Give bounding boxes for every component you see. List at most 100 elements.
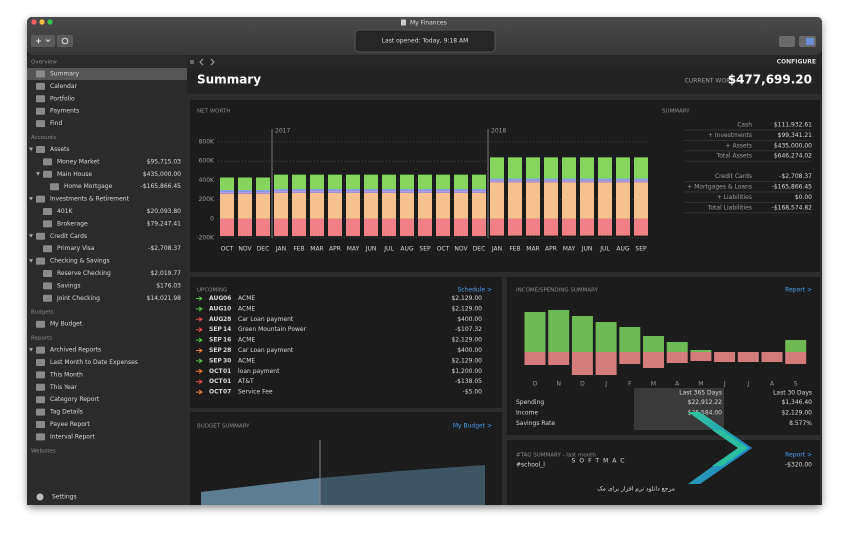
refresh-button[interactable]	[57, 35, 73, 47]
bar-segment	[643, 336, 664, 352]
value-365: $22,912.22	[688, 399, 723, 406]
sidebar-item[interactable]: Portfolio	[50, 95, 75, 102]
sidebar-item[interactable]: Summary	[50, 71, 79, 78]
bar-segment	[580, 157, 594, 179]
bar-segment	[562, 218, 576, 236]
sidebar-item[interactable]: Assets	[50, 146, 70, 153]
disclosure-triangle[interactable]	[29, 147, 33, 152]
bar-segment	[292, 192, 306, 219]
bar-segment	[436, 174, 450, 190]
budget-title: BUDGET SUMMARY	[197, 424, 250, 430]
close-button[interactable]	[31, 19, 37, 25]
sidebar-item[interactable]: Joint Checking	[56, 295, 100, 302]
item-icon	[36, 195, 45, 203]
sidebar-item[interactable]: Reserve Checking	[57, 270, 111, 277]
bar-segment	[400, 218, 414, 237]
bar-segment	[310, 174, 324, 190]
bar-segment	[526, 218, 540, 236]
sidebar-item[interactable]: This Month	[49, 371, 83, 378]
bar-segment	[666, 342, 688, 352]
net-worth-title: NET WORTH	[197, 109, 230, 115]
item-icon	[36, 433, 45, 441]
configure-button[interactable]: CONFIGURE	[777, 59, 816, 66]
payee: ACME	[238, 295, 255, 302]
budget-link[interactable]: My Budget >	[453, 423, 492, 430]
bar-segment	[761, 352, 783, 362]
sidebar-item[interactable]: Home Mortgage	[64, 183, 113, 190]
add-button[interactable]	[31, 35, 55, 47]
sidebar-item[interactable]: Find	[50, 120, 62, 127]
zoom-button[interactable]	[47, 19, 53, 25]
income-report-link[interactable]: Report >	[785, 287, 812, 294]
bar-segment	[274, 189, 288, 191]
direction-arrow	[196, 358, 203, 364]
item-icon	[36, 232, 45, 240]
sidebar-amount: -$165,866.45	[141, 183, 182, 190]
sidebar-item[interactable]: Savings	[57, 282, 80, 289]
sidebar-item[interactable]: Primary Visa	[57, 245, 95, 252]
sidebar-item[interactable]: Calendar	[50, 83, 78, 90]
month: OCT	[209, 389, 224, 396]
bar-segment	[490, 182, 504, 219]
bar-segment	[238, 193, 252, 219]
y-tick-label: 200K	[199, 196, 215, 203]
bar-segment	[292, 174, 306, 190]
bar-segment	[238, 177, 252, 190]
item-icon	[36, 320, 45, 328]
sidebar-item[interactable]: Archived Reports	[50, 347, 101, 354]
upcoming-title: UPCOMING	[197, 288, 227, 294]
sidebar-item[interactable]: Payee Report	[50, 421, 90, 428]
disclosure-triangle[interactable]	[29, 259, 33, 263]
sidebar-item[interactable]: Brokerage	[57, 220, 88, 227]
sidebar-item[interactable]: 401K	[57, 208, 73, 215]
amount: -$5.00	[463, 389, 483, 396]
bar-segment	[595, 352, 617, 375]
payee: Service Fee	[238, 389, 273, 396]
schedule-link[interactable]: Schedule >	[457, 287, 492, 294]
disclosure-triangle[interactable]	[36, 172, 40, 176]
bar-segment	[508, 182, 522, 219]
sidebar-item[interactable]: Main House	[57, 171, 92, 178]
sidebar-item[interactable]: Checking & Savings	[50, 258, 110, 265]
sidebar-item[interactable]: Payments	[50, 108, 79, 115]
month: SEP	[209, 337, 222, 344]
bar-segment	[454, 218, 468, 237]
sidebar-item[interactable]: Investments & Retirement	[50, 196, 130, 203]
bar-segment	[490, 180, 504, 183]
bar-segment	[508, 178, 522, 181]
nav-arrows[interactable]	[190, 58, 215, 66]
settings-label[interactable]: Settings	[52, 494, 77, 501]
row-label: Spending	[516, 399, 544, 406]
sidebar-item[interactable]: Tag Details	[49, 409, 83, 416]
direction-arrow	[196, 368, 203, 374]
sidebar-item[interactable]: Money Market	[57, 158, 100, 165]
day: 28	[223, 316, 231, 323]
summary-label: + Liabilities	[717, 194, 752, 201]
bar-segment	[238, 190, 252, 192]
bar-segment	[220, 190, 234, 192]
bar-segment	[346, 192, 360, 219]
sidebar-item[interactable]: Last Month to Date Expenses	[50, 359, 138, 366]
page-title: Summary	[197, 73, 261, 87]
bar-segment	[616, 178, 630, 181]
settings-icon[interactable]	[36, 493, 44, 501]
sidebar-item[interactable]: This Year	[49, 384, 77, 391]
sidebar-item[interactable]: Interval Report	[50, 433, 95, 440]
sidebar-item[interactable]: Credit Cards	[50, 233, 87, 240]
disclosure-triangle[interactable]	[29, 197, 33, 201]
month: SEP	[209, 347, 222, 354]
bar-segment	[364, 190, 378, 193]
sidebar-item[interactable]: Category Report	[50, 396, 100, 403]
bar-segment	[598, 157, 612, 179]
bar-segment	[220, 218, 234, 237]
share-button[interactable]	[779, 36, 795, 47]
minimize-button[interactable]	[39, 19, 45, 25]
disclosure-triangle[interactable]	[29, 234, 33, 238]
bar-segment	[548, 352, 570, 365]
disclosure-triangle[interactable]	[29, 348, 33, 352]
sidebar-list: Overview Summary Calendar Portfolio Payments…	[27, 60, 187, 454]
amount: $1,200.00	[451, 368, 482, 375]
tags-report-link[interactable]: Report >	[785, 452, 812, 459]
item-icon	[50, 183, 59, 191]
sidebar-item[interactable]: My Budget	[50, 321, 83, 328]
